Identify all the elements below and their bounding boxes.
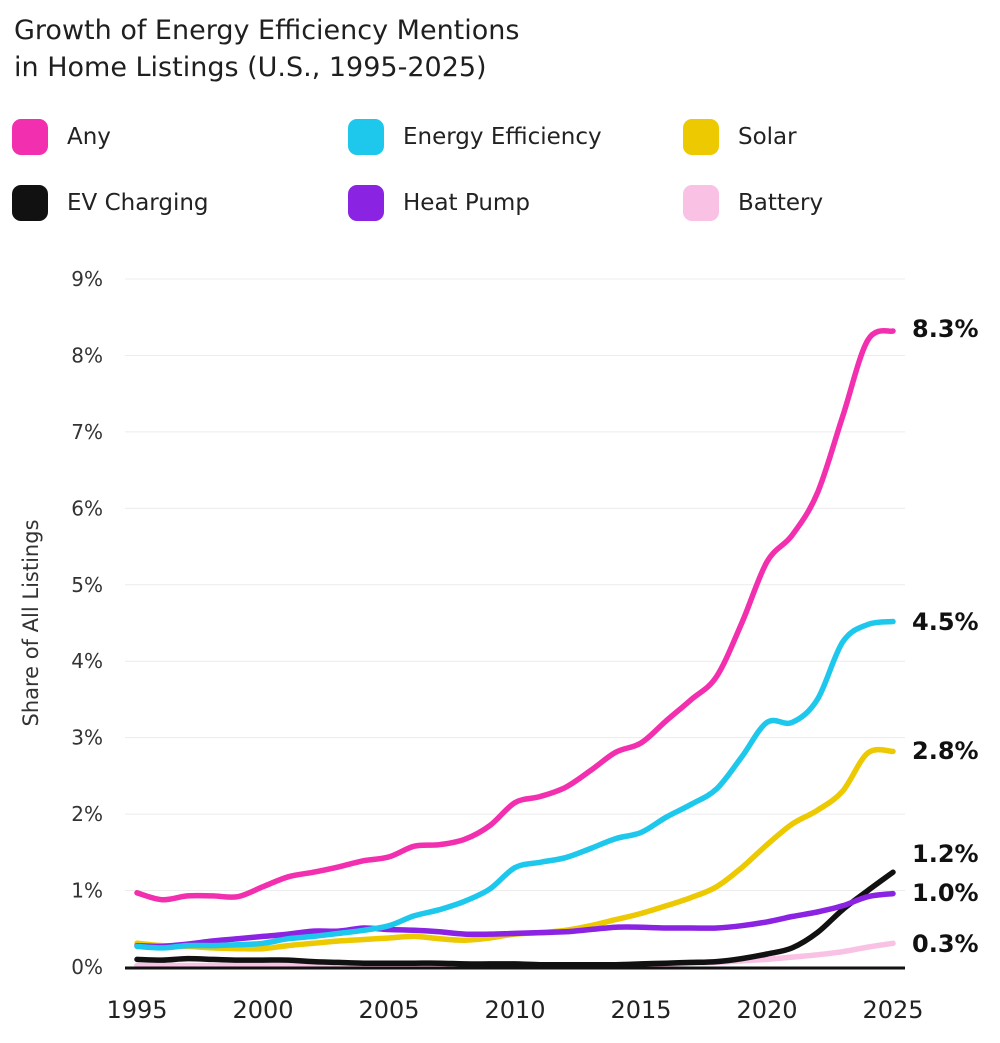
legend: Any Energy Efficiency Solar EV Charging … — [12, 118, 992, 228]
gridlines — [125, 278, 905, 892]
x-tick-label: 2005 — [358, 996, 419, 1024]
x-tick-label: 2025 — [862, 996, 923, 1024]
y-tick-label: 0% — [71, 955, 103, 979]
x-tick-label: 2015 — [610, 996, 671, 1024]
x-tick-label: 2010 — [484, 996, 545, 1024]
end-label-energy-efficiency: 4.5% — [912, 608, 979, 636]
y-tick-label: 1% — [71, 879, 103, 903]
legend-item-any: Any — [12, 118, 111, 156]
legend-item-heat-pump: Heat Pump — [348, 184, 530, 222]
legend-item-battery: Battery — [683, 184, 823, 222]
x-axis-ticks: 1995 2000 2005 2010 2015 2020 2025 — [106, 996, 923, 1024]
chart-title-line-1: Growth of Energy Efficiency Mentions — [14, 15, 520, 46]
series-line-energy-efficiency — [134, 618, 896, 951]
y-tick-label: 2% — [71, 802, 103, 826]
y-tick-label: 7% — [71, 420, 103, 444]
y-tick-label: 9% — [71, 267, 103, 291]
end-label-ev-charging: 1.2% — [912, 840, 979, 868]
y-tick-label: 3% — [71, 726, 103, 750]
legend-swatch-heat-pump — [348, 185, 384, 221]
legend-swatch-ev-charging — [12, 185, 48, 221]
legend-label-battery: Battery — [738, 190, 824, 216]
legend-swatch-battery — [683, 185, 719, 221]
end-label-heat-pump: 1.0% — [912, 879, 979, 907]
legend-item-energy-efficiency: Energy Efficiency — [348, 118, 602, 156]
series-line-heat-pump — [134, 890, 896, 950]
x-tick-label: 2020 — [736, 996, 797, 1024]
legend-label-ev-charging: EV Charging — [67, 190, 209, 216]
y-tick-label: 4% — [71, 649, 103, 673]
y-tick-label: 8% — [71, 343, 103, 367]
x-tick-label: 1995 — [106, 996, 167, 1024]
end-label-battery: 0.3% — [912, 930, 979, 958]
legend-label-any: Any — [67, 124, 111, 150]
x-tick-label: 2000 — [232, 996, 293, 1024]
legend-label-heat-pump: Heat Pump — [403, 190, 530, 216]
end-label-any: 8.3% — [912, 315, 979, 343]
legend-item-solar: Solar — [683, 118, 797, 156]
end-labels: 8.3% 4.5% 2.8% 1.2% 1.0% 0.3% — [912, 315, 979, 958]
y-tick-label: 6% — [71, 496, 103, 520]
series-line-ev-charging — [134, 869, 896, 968]
legend-label-energy-efficiency: Energy Efficiency — [403, 124, 602, 150]
legend-label-solar: Solar — [738, 124, 797, 150]
chart-title: Growth of Energy Efficiency Mentions in … — [14, 12, 714, 86]
legend-item-ev-charging: EV Charging — [12, 184, 209, 222]
series-lines — [134, 328, 896, 969]
y-axis-ticks: 0% 1% 2% 3% 4% 5% 6% 7% 8% 9% — [71, 267, 103, 979]
series-line-any — [134, 328, 896, 903]
legend-swatch-energy-efficiency — [348, 119, 384, 155]
y-axis-title: Share of All Listings — [19, 519, 43, 726]
legend-swatch-any — [12, 119, 48, 155]
chart-title-line-2: in Home Listings (U.S., 1995-2025) — [14, 52, 487, 83]
legend-swatch-solar — [683, 119, 719, 155]
end-label-solar: 2.8% — [912, 737, 979, 765]
y-tick-label: 5% — [71, 573, 103, 597]
